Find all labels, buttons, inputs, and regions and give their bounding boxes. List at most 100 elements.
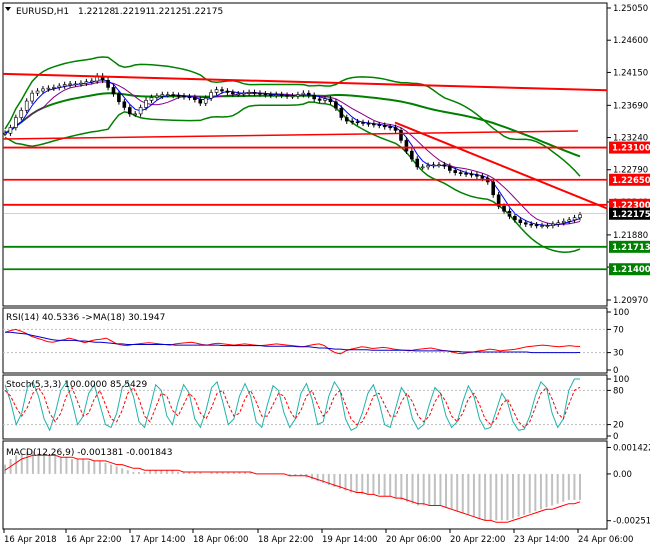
level-tag	[609, 173, 650, 186]
price-pane-frame	[2, 2, 608, 307]
stoch-tick-label: 20	[613, 421, 624, 431]
candle-body	[193, 97, 197, 100]
current-price-label: 1.22175	[612, 210, 650, 220]
candle-body	[388, 126, 392, 129]
price-tick-label: 1.24150	[613, 68, 648, 78]
candle-body	[68, 83, 72, 86]
rsi-label: RSI(14) 40.5336 ->MA(18) 30.1947	[6, 313, 165, 323]
candle-body	[296, 94, 300, 97]
price-tick-label: 1.24600	[613, 36, 648, 46]
candle-body	[518, 219, 523, 224]
stoch-pane-frame	[2, 374, 608, 440]
candle-body	[231, 92, 235, 95]
candle-body	[437, 164, 441, 167]
candle-body	[475, 174, 479, 177]
time-tick-label: 24 Apr 06:00	[578, 535, 633, 545]
candle-body	[84, 81, 89, 84]
candle-body	[377, 124, 382, 126]
candle-body	[279, 94, 284, 96]
candle-body	[182, 95, 186, 98]
candle-body	[540, 225, 544, 227]
candle-body	[269, 94, 273, 96]
candle-body	[372, 123, 376, 126]
stoch-label: Stoch(5,3,3) 100.0000 85.5429	[6, 380, 147, 390]
macd-tick-label: -0.002516	[613, 517, 650, 527]
macd-signal-line	[4, 454, 581, 523]
symbol-label: EURUSD,H1	[16, 7, 69, 17]
price-tick-label: 1.25050	[613, 4, 648, 14]
ohlc-low: 1.22125	[150, 7, 187, 17]
rsi-line	[4, 328, 581, 355]
candle-body	[165, 94, 170, 96]
candle-body	[551, 223, 555, 226]
candle-body	[127, 107, 132, 115]
candle-body	[247, 92, 251, 94]
stoch-main-line	[4, 378, 580, 432]
rsi-tick-label: 100	[613, 308, 629, 318]
time-tick-label: 16 Apr 22:00	[66, 535, 121, 545]
candle-body	[176, 95, 181, 97]
level-tag-label: 1.21400	[612, 265, 650, 275]
candle-body	[8, 127, 13, 134]
rsi-tick-label: 70	[613, 325, 624, 335]
candle-body	[46, 87, 51, 90]
price-pane: 1.25050 1.24600 1.24150 1.23690 1.23240 1.227…	[2, 4, 650, 306]
time-tick-label: 20 Apr 06:00	[386, 535, 441, 545]
candle-body	[35, 90, 40, 94]
candle-body	[339, 107, 344, 118]
level-tag	[609, 141, 650, 154]
rsi-pane-frame	[2, 307, 608, 374]
candle-body	[258, 92, 262, 95]
candle-body	[24, 100, 29, 111]
candle-body	[556, 222, 561, 225]
candle-body	[89, 80, 94, 83]
ohlc-high: 1.22191	[114, 7, 151, 17]
candle-body	[529, 223, 533, 226]
candle-body	[187, 96, 192, 99]
stoch-tick-label: 0	[613, 432, 618, 442]
candle-body	[301, 92, 306, 95]
candle-body	[133, 113, 137, 116]
candle-body	[426, 165, 430, 168]
candle-body	[106, 79, 110, 88]
candle-body	[453, 170, 458, 173]
candle-body	[149, 97, 154, 101]
candle-body	[399, 130, 403, 141]
candle-body	[469, 173, 474, 176]
time-tick-label: 17 Apr 14:00	[130, 535, 185, 545]
candle-body	[366, 122, 371, 125]
macd-tick-label: 0.001422	[613, 443, 650, 453]
candle-body	[350, 120, 354, 123]
candle-body	[263, 93, 268, 96]
candle-body	[496, 194, 501, 207]
candle-body	[30, 92, 34, 102]
macd-label: MACD(12,26,9) -0.001381 -0.001843	[6, 448, 172, 458]
candle-body	[252, 92, 257, 94]
candle-body	[382, 125, 387, 128]
level-tag-label: 1.21713	[612, 243, 650, 253]
candle-body	[323, 98, 327, 101]
level-tag	[609, 263, 650, 276]
time-tick-label: 23 Apr 14:00	[514, 535, 569, 545]
level-tag-label: 1.22650	[612, 176, 650, 186]
time-tick-label: 16 Apr 2018	[4, 535, 57, 545]
candle-body	[578, 214, 582, 218]
candle-body	[171, 94, 175, 96]
dropdown-triangle-icon[interactable]	[5, 7, 11, 11]
candle-body	[458, 172, 463, 174]
candle-body	[52, 87, 56, 89]
candle-body	[404, 140, 409, 152]
rsi-ma-line	[5, 331, 581, 354]
rsi-tick-label: 30	[613, 349, 624, 359]
candle-body	[561, 220, 566, 224]
candle-body	[122, 101, 127, 108]
candle-body	[203, 97, 208, 104]
candle-body	[144, 100, 148, 108]
candle-body	[431, 164, 436, 167]
candle-body	[317, 98, 322, 101]
price-tick-label: 1.23690	[613, 101, 648, 111]
stoch-tick-label: 80	[613, 386, 624, 396]
bollinger-lower-line	[4, 101, 581, 253]
